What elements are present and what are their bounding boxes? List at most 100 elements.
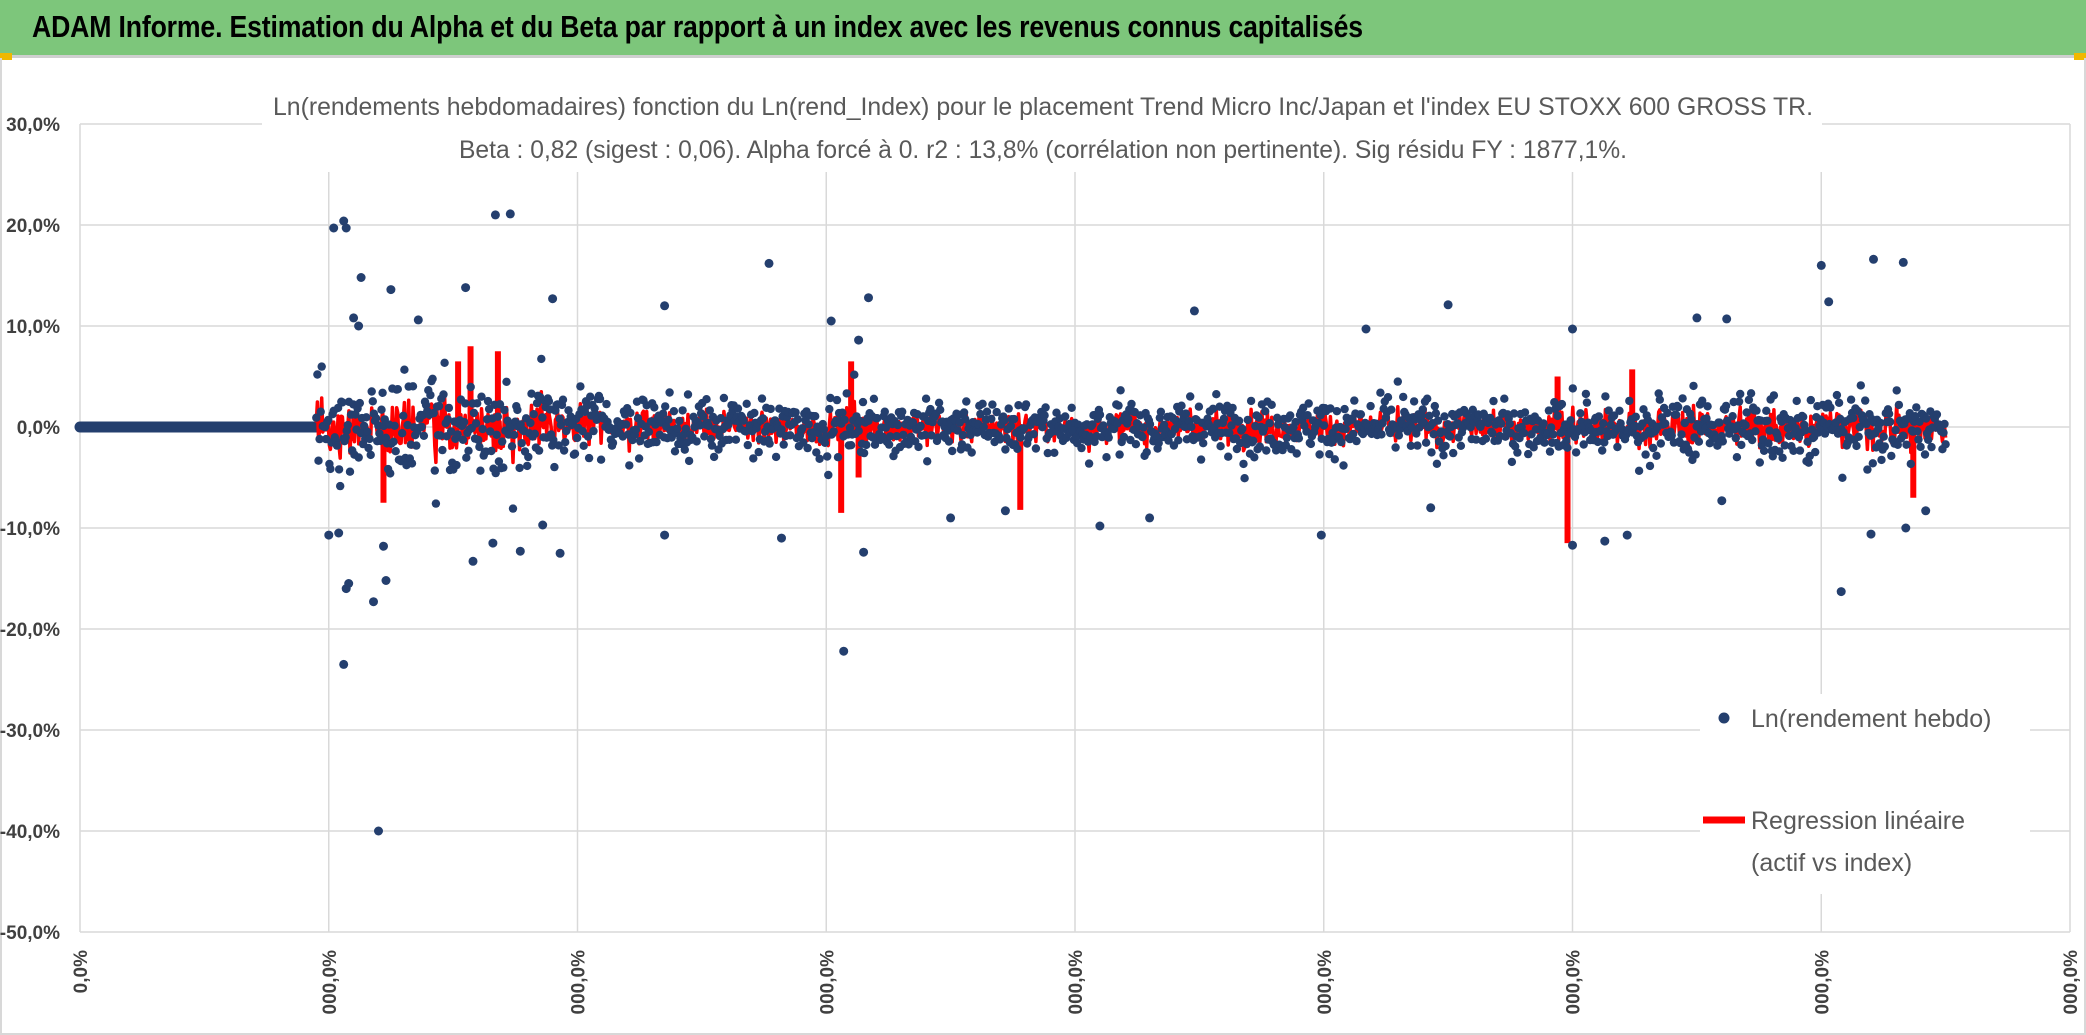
data-point-outlier	[764, 258, 774, 268]
data-point	[988, 400, 997, 409]
data-point	[1325, 450, 1334, 459]
data-point	[1274, 420, 1283, 429]
data-point	[1067, 403, 1076, 412]
data-point	[475, 442, 484, 452]
data-point	[1286, 411, 1295, 420]
data-point	[1546, 423, 1556, 432]
data-point-outlier	[660, 530, 670, 540]
data-point	[1291, 417, 1300, 427]
data-point	[537, 354, 546, 364]
data-point	[524, 452, 533, 462]
data-point	[507, 442, 517, 451]
data-point	[1500, 394, 1509, 403]
data-point	[426, 390, 435, 400]
data-point	[544, 397, 554, 406]
y-tick-label: -10,0%	[0, 519, 60, 540]
data-point	[1715, 418, 1724, 427]
data-point	[1703, 402, 1712, 411]
data-point	[1315, 450, 1324, 459]
data-point	[1104, 433, 1113, 442]
data-point	[1511, 442, 1520, 451]
data-point	[862, 440, 871, 450]
data-point-outlier	[488, 538, 498, 548]
chart-title-line1: Ln(rendements hebdomadaires) fonction du…	[273, 93, 1813, 121]
data-point	[1131, 440, 1141, 449]
data-point	[1887, 451, 1896, 461]
data-point	[636, 436, 645, 446]
data-point	[1507, 457, 1517, 467]
data-point	[921, 394, 931, 403]
data-point-outlier	[461, 283, 471, 293]
data-point	[1811, 447, 1820, 457]
data-point	[509, 430, 519, 440]
report-title: ADAM Informe. Estimation du Alpha et du …	[32, 9, 1363, 44]
y-tick-label: -30,0%	[0, 721, 60, 742]
data-point-outlier	[1568, 540, 1577, 550]
data-point	[1915, 417, 1924, 426]
data-point	[1801, 426, 1810, 435]
data-point	[443, 415, 452, 424]
data-point	[824, 470, 833, 480]
data-point	[1826, 403, 1835, 412]
data-point	[1332, 407, 1342, 416]
data-point	[1194, 402, 1204, 411]
data-point	[1238, 424, 1247, 433]
data-point	[1939, 428, 1948, 437]
data-point	[1427, 448, 1436, 457]
data-point	[554, 441, 563, 450]
data-point-outlier	[1921, 506, 1931, 516]
data-point	[1684, 448, 1694, 457]
data-point	[523, 461, 532, 471]
data-point	[1358, 429, 1368, 439]
data-point	[739, 416, 748, 425]
data-point	[829, 427, 838, 436]
data-point	[1196, 455, 1206, 464]
data-point	[1319, 421, 1329, 430]
data-point	[1013, 444, 1022, 453]
data-point	[1391, 443, 1400, 452]
data-point	[471, 419, 481, 428]
data-point	[1566, 416, 1575, 425]
data-point-outlier	[1316, 530, 1326, 540]
data-point	[838, 408, 847, 417]
data-point	[403, 420, 412, 430]
data-point	[1265, 419, 1274, 428]
data-point	[1520, 408, 1530, 417]
data-point	[699, 412, 708, 421]
data-point	[754, 447, 763, 457]
data-point-outlier	[1898, 257, 1908, 267]
data-point	[869, 394, 879, 403]
data-point	[733, 404, 743, 413]
data-point	[1854, 432, 1863, 441]
data-point-outlier	[344, 579, 354, 588]
data-point	[1734, 397, 1744, 406]
data-point	[845, 423, 855, 432]
data-point	[573, 433, 582, 443]
data-point	[704, 421, 713, 431]
data-point	[771, 452, 781, 462]
data-point	[1425, 411, 1434, 420]
data-point	[1755, 458, 1765, 467]
data-point	[583, 432, 593, 441]
data-point	[908, 418, 918, 427]
data-point	[534, 446, 544, 455]
data-point	[1449, 448, 1458, 458]
data-point	[979, 422, 988, 432]
data-point	[1181, 409, 1191, 418]
data-point	[1387, 405, 1396, 414]
data-point	[365, 434, 374, 444]
data-point	[1433, 416, 1443, 425]
x-tick-label: 000,0%	[817, 950, 838, 1015]
data-point	[1795, 446, 1805, 455]
data-point	[453, 430, 462, 439]
data-point	[926, 404, 935, 414]
data-point	[408, 382, 418, 391]
data-point	[562, 426, 571, 436]
data-point	[452, 460, 461, 470]
data-point	[982, 407, 992, 416]
data-point	[1224, 452, 1233, 461]
data-point	[1718, 437, 1728, 446]
data-point	[1142, 448, 1151, 457]
data-point	[362, 413, 371, 422]
